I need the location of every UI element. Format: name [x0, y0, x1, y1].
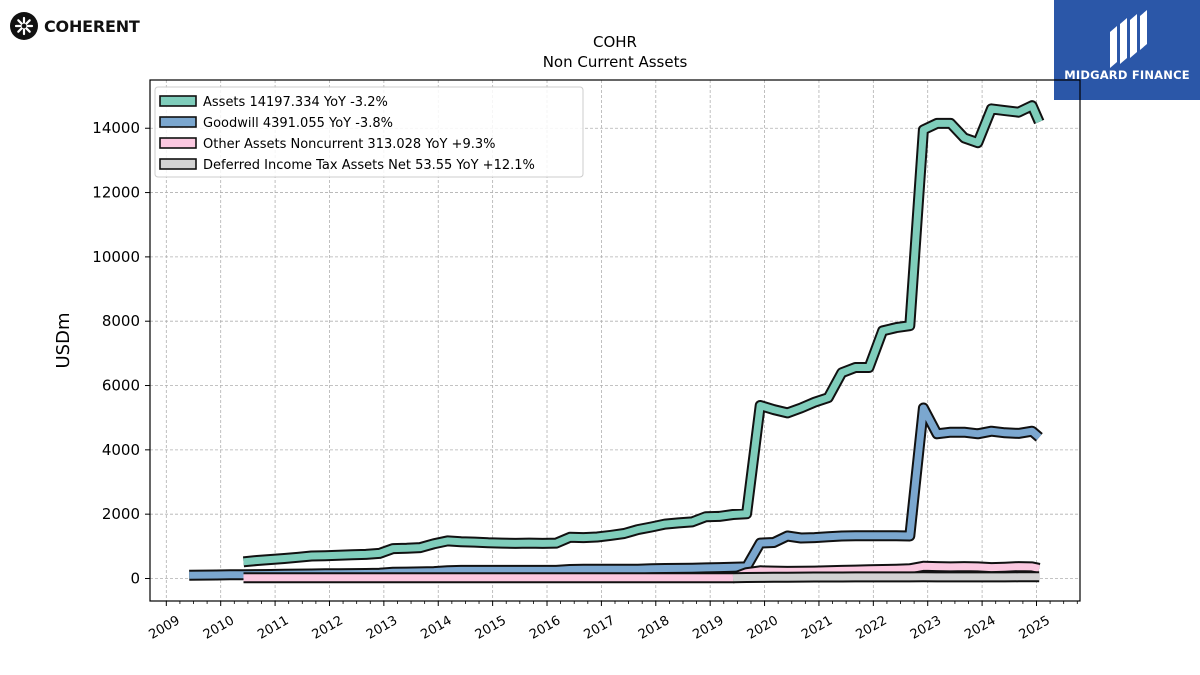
series-assets	[242, 100, 1045, 568]
y-tick-label: 12000	[92, 184, 140, 202]
series-group	[189, 100, 1045, 584]
x-tick-label: 2022	[854, 613, 890, 643]
legend-swatch	[159, 158, 197, 170]
x-tick-label: 2018	[636, 613, 672, 643]
legend-swatch	[159, 95, 197, 107]
x-tick-label: 2025	[1017, 613, 1053, 643]
coherent-logo: COHERENT	[10, 10, 140, 42]
legend-label: Assets 14197.334 YoY -3.2%	[203, 95, 388, 110]
x-tick-label: 2010	[201, 613, 237, 643]
x-tick-label: 2024	[962, 613, 998, 643]
series-goodwill	[189, 402, 1043, 581]
legend-swatch	[159, 116, 197, 128]
coherent-wordmark: COHERENT	[44, 16, 140, 36]
legend-label: Deferred Income Tax Assets Net 53.55 YoY…	[203, 158, 535, 173]
chart-title: COHR	[593, 33, 637, 51]
series-deferred-income-tax-assets-net	[732, 571, 1040, 584]
y-tick-label: 6000	[102, 377, 140, 395]
x-tick-label: 2016	[527, 613, 563, 643]
series-line	[189, 404, 1042, 579]
coherent-starburst-icon	[10, 12, 38, 40]
y-tick-label: 0	[130, 569, 140, 587]
y-tick-label: 14000	[92, 119, 140, 137]
x-tick-label: 2020	[745, 613, 781, 643]
x-tick-label: 2023	[908, 613, 944, 643]
midgard-finance-brand: MIDGARD FINANCE	[1064, 68, 1190, 82]
x-tick-label: 2013	[364, 613, 400, 643]
legend: Assets 14197.334 YoY -3.2% Goodwill 4391.…	[154, 86, 584, 178]
series-line	[243, 102, 1043, 566]
y-tick-label: 8000	[102, 312, 140, 330]
legend-swatch	[159, 137, 197, 149]
x-tick-label: 2015	[473, 613, 509, 643]
x-tick-label: 2012	[310, 613, 346, 643]
x-tick-label: 2017	[582, 613, 618, 643]
y-tick-label: 2000	[102, 505, 140, 523]
series-line	[732, 573, 1040, 582]
x-tick-label: 2009	[146, 613, 182, 643]
series-line	[243, 562, 1040, 582]
x-tick-label: 2011	[255, 613, 291, 643]
chart-subtitle: Non Current Assets	[543, 53, 688, 71]
series-other-assets-noncurrent	[243, 560, 1041, 584]
legend-box	[154, 86, 584, 178]
x-tick-label: 2014	[418, 613, 454, 643]
y-axis-label: USDm	[53, 313, 74, 369]
y-tick-label: 10000	[92, 248, 140, 266]
midgard-emblem-icon	[1110, 10, 1147, 68]
midgard-finance-logo: MIDGARD FINANCE	[1054, 0, 1200, 100]
legend-label: Other Assets Noncurrent 313.028 YoY +9.3…	[203, 137, 495, 152]
legend-label: Goodwill 4391.055 YoY -3.8%	[203, 116, 393, 131]
x-tick-label: 2021	[799, 613, 835, 643]
x-tick-label: 2019	[690, 613, 726, 643]
y-tick-label: 4000	[102, 441, 140, 459]
